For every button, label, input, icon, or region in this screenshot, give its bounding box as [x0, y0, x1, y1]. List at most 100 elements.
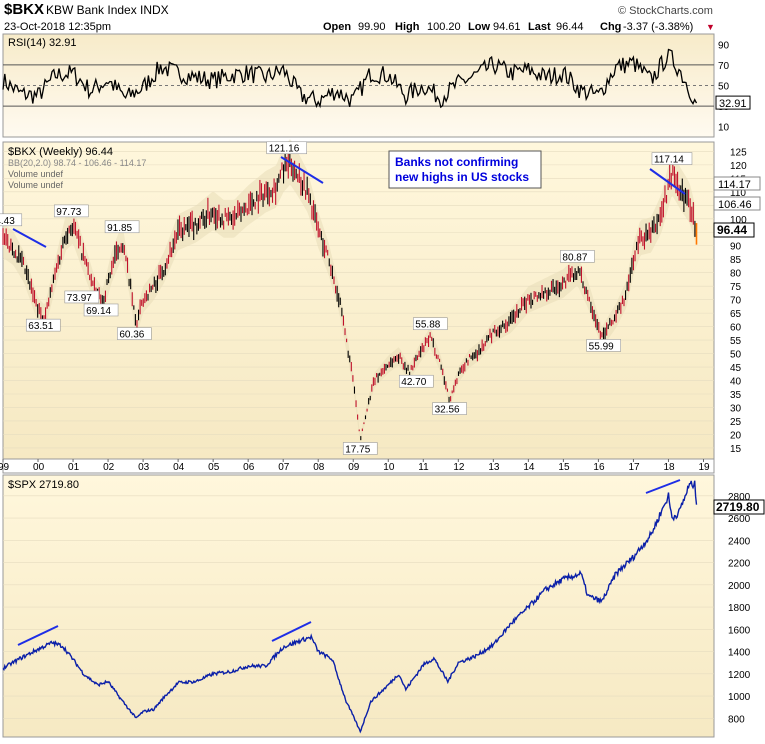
x-axis-label: 99: [0, 462, 10, 473]
high-label: High: [395, 21, 420, 33]
bkx-tick-label: 65: [730, 309, 742, 320]
bkx-tick-label: 25: [730, 417, 742, 428]
bkx-price-bars: [2, 142, 698, 441]
bkx-tick-label: 75: [730, 282, 742, 293]
peak-label-box: [266, 141, 307, 155]
low-value: 94.61: [493, 21, 521, 33]
bkx-tick-label: 60: [730, 323, 742, 334]
bkx-tick-label: 35: [730, 390, 742, 401]
x-axis-label: 09: [348, 462, 360, 473]
x-axis-label: 16: [593, 462, 605, 473]
x-axis-label: 01: [68, 462, 80, 473]
x-axis-label: 14: [523, 462, 535, 473]
spx-tick-label: 1600: [728, 625, 751, 636]
rsi-reference-lines: [3, 64, 714, 107]
rsi-series-line: [2, 48, 698, 109]
peak-label: 32.56: [435, 405, 460, 416]
spx-tick-label: 1800: [728, 603, 751, 614]
chg-label: Chg: [600, 21, 621, 33]
x-axis-label: 19: [698, 462, 710, 473]
rsi-tick-label: 10: [718, 123, 730, 134]
last-value: 96.44: [556, 21, 584, 33]
bkx-panel: 1251201151101051009590858075706560555045…: [0, 139, 761, 460]
x-axis-labels: 99 00 01 02 03 04 05 06 07 08 09 10 11 12 13 14 15 16 17 18…: [0, 459, 710, 473]
peak-label-box: [560, 250, 595, 263]
rsi-tick-label: 50: [718, 82, 730, 93]
bkx-tick-label: 100: [730, 215, 747, 226]
bkx-tick-label: 50: [730, 350, 742, 361]
peak-label-box: [104, 220, 140, 234]
spx-tick-label: 2200: [728, 559, 751, 570]
x-axis-label: 15: [558, 462, 570, 473]
peak-label: 63.51: [28, 321, 53, 332]
spx-tick-label: 2400: [728, 536, 751, 547]
spx-panel: 2800 2600 2400 2200 2000 1800 1600 1400 1200 1000…: [2, 474, 765, 738]
peak-label-box: [0, 213, 23, 227]
bkx-axis: 1251201151101051009590858075706560555045…: [730, 147, 747, 455]
peak-label: 55.99: [589, 341, 614, 352]
x-axis-label: 08: [313, 462, 325, 473]
peak-label: 97.73: [56, 207, 81, 218]
high-value: 100.20: [427, 21, 461, 33]
bkx-tick-label: 70: [730, 296, 742, 307]
x-axis-label: 03: [138, 462, 150, 473]
trendline-2007: [280, 156, 324, 184]
exchange: INDX: [140, 3, 169, 17]
x-axis-label: 02: [103, 462, 115, 473]
spx-tick-label: 2600: [728, 514, 751, 525]
spx-gridlines: [3, 495, 714, 719]
peak-label: 91.85: [107, 223, 132, 234]
peak-label: 69.14: [86, 306, 111, 317]
date-stamp: 23-Oct-2018 12:35pm: [4, 21, 111, 33]
peak-label-box: [342, 442, 378, 455]
symbol: $BKX: [4, 1, 44, 18]
spx-tick-label: 800: [728, 714, 745, 725]
bkx-tick-label: 20: [730, 430, 742, 441]
volume-legend-2: Volume undef: [8, 180, 64, 190]
bkx-tick-label: 30: [730, 403, 742, 414]
peak-label-box: [64, 290, 100, 304]
bkx-tick-label: 15: [730, 444, 742, 455]
x-axis-label: 04: [173, 462, 185, 473]
spx-trendline-2007: [271, 621, 312, 642]
rsi-panel: RSI(14) 32.91 9070503010 32.91: [2, 33, 751, 138]
spx-panel-frame: [2, 474, 715, 738]
peak-label: 80.87: [562, 252, 587, 263]
annotation-line-1: Banks not confirming: [395, 155, 518, 169]
brand-text: © StockCharts.com: [618, 5, 713, 17]
open-label: Open: [323, 21, 351, 33]
x-axis-label: 06: [243, 462, 255, 473]
spx-tick-label: 1000: [728, 692, 751, 703]
peak-label: 94.43: [0, 216, 15, 227]
spx-tick-label: 1400: [728, 648, 751, 659]
peak-label-box: [432, 402, 467, 415]
bb-mid-value: 106.46: [718, 199, 752, 211]
peak-label: 117.14: [654, 155, 684, 166]
x-axis-label: 05: [208, 462, 220, 473]
trendline-1999: [12, 228, 47, 248]
bkx-panel-frame: [2, 141, 715, 460]
x-axis-label: 17: [628, 462, 640, 473]
x-axis-label: 00: [33, 462, 45, 473]
peak-label-box: [53, 204, 89, 218]
rsi-tick-label: 70: [718, 61, 730, 72]
chg-value: -3.37 (-3.38%): [623, 21, 693, 33]
open-value: 99.90: [358, 21, 386, 33]
annotation-line-2: new highs in US stocks: [395, 170, 529, 184]
bkx-tick-label: 80: [730, 269, 742, 280]
bkx-legend: $BKX (Weekly) 96.44 BB(20,2.0) 98.74 - 1…: [8, 146, 146, 190]
peak-label: 121.16: [269, 144, 300, 155]
bkx-tick-label: 55: [730, 336, 742, 347]
low-label: Low: [468, 21, 490, 33]
spx-legend: $SPX 2719.80: [8, 479, 79, 491]
bkx-price-boxes: 114.17 106.46 96.44: [713, 176, 761, 238]
peak-label: 60.36: [119, 330, 144, 341]
volume-legend-1: Volume undef: [8, 169, 64, 179]
spx-tick-label: 1200: [728, 670, 751, 681]
rsi-value-text: 32.91: [719, 98, 747, 110]
peak-label-box: [651, 152, 693, 165]
bkx-peak-labels: 94.43 63.51 97.73 73.97 69.14 91.85 60.36 121.1…: [0, 141, 693, 456]
peak-label: 17.75: [345, 445, 370, 456]
peak-label-box: [117, 327, 152, 340]
spx-tick-label: 2000: [728, 581, 751, 592]
